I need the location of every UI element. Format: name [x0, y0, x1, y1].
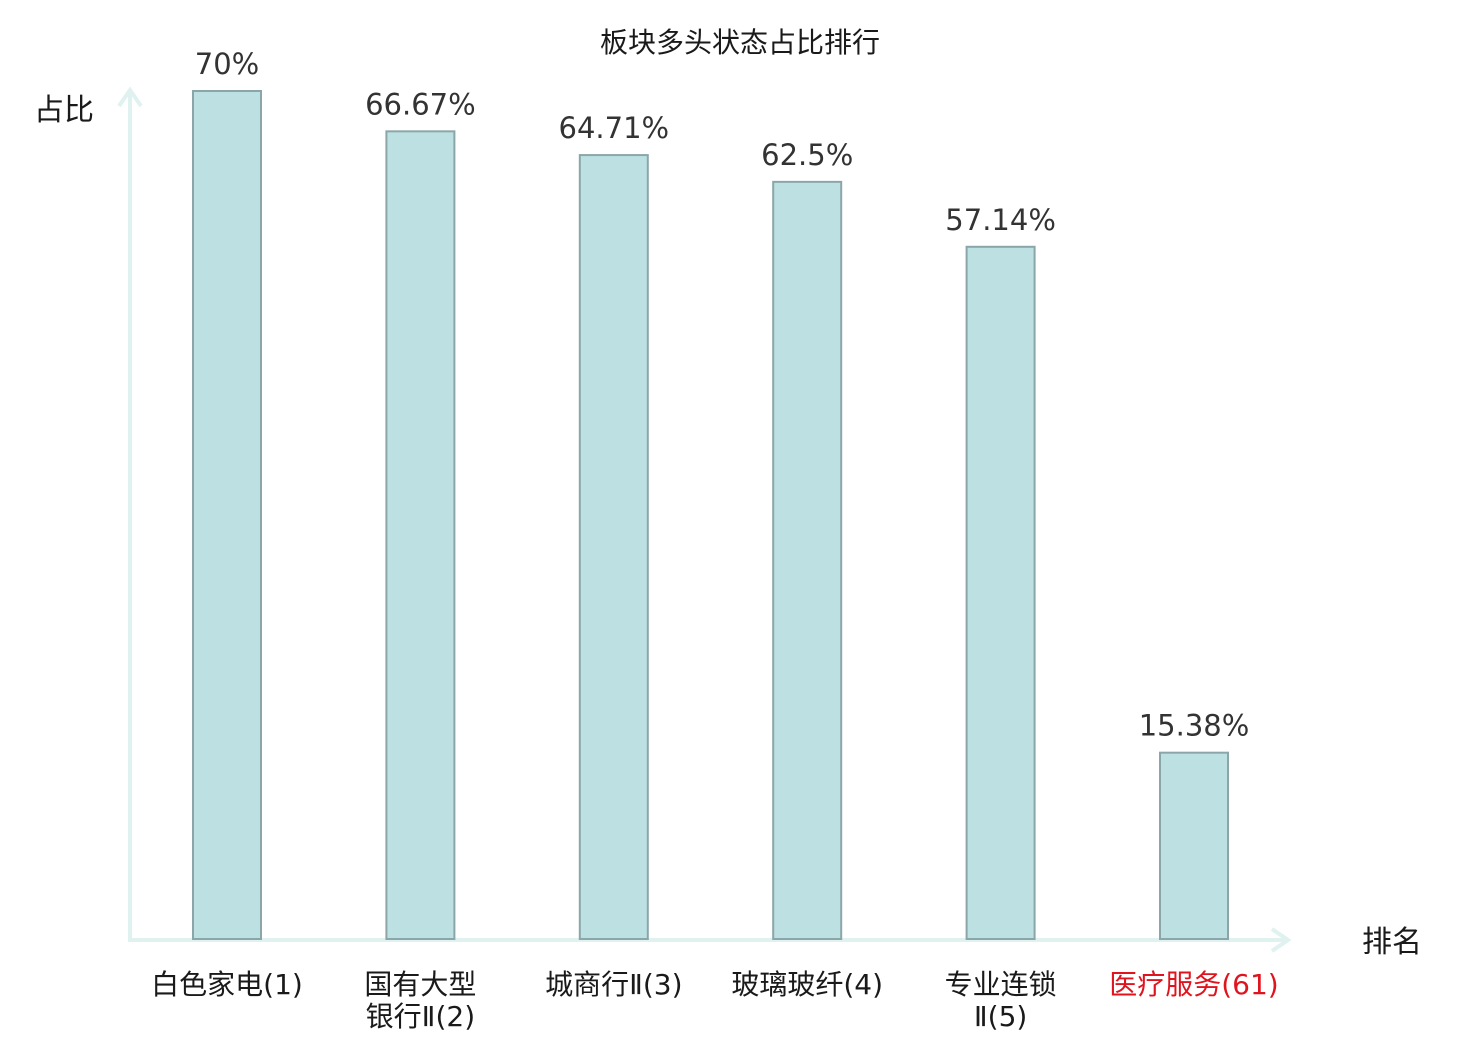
bar	[965, 245, 1036, 940]
bars-group	[192, 90, 1229, 941]
bar	[385, 130, 456, 940]
x-tick-label: 专业连锁	[945, 968, 1057, 1001]
x-tick-label: 玻璃玻纤(4)	[731, 968, 883, 1001]
axes	[117, 86, 1292, 953]
bar	[578, 154, 649, 940]
bar-value-label: 70%	[195, 47, 259, 81]
x-axis-title: 排名	[1362, 925, 1422, 960]
x-axis-arrow	[1270, 927, 1292, 953]
x-tick-label: 白色家电(1)	[151, 968, 303, 1001]
y-axis-arrow	[117, 86, 143, 108]
bar	[1159, 751, 1229, 941]
bar-value-label: 15.38%	[1139, 709, 1250, 743]
x-tick-label: 城商行Ⅱ(3)	[545, 968, 682, 1001]
x-tick-label: 国有大型	[364, 968, 476, 1001]
bar	[192, 90, 262, 940]
x-tick-label-highlighted: 医疗服务(61)	[1109, 968, 1278, 1001]
bar-value-label: 62.5%	[761, 138, 853, 172]
bar-value-label: 64.71%	[559, 111, 670, 145]
chart-title: 板块多头状态占比排行	[600, 26, 880, 59]
bar-value-label: 57.14%	[945, 203, 1056, 237]
x-tick-label: 银行Ⅱ(2)	[366, 1000, 475, 1033]
y-axis-title: 占比	[34, 93, 94, 128]
value-labels-group: 70% 66.67% 64.71% 62.5% 57.14% 15.38%	[195, 47, 1250, 743]
bar-value-label: 66.67%	[365, 87, 476, 121]
bar	[772, 180, 843, 941]
x-tick-label: Ⅱ(5)	[974, 1000, 1027, 1033]
